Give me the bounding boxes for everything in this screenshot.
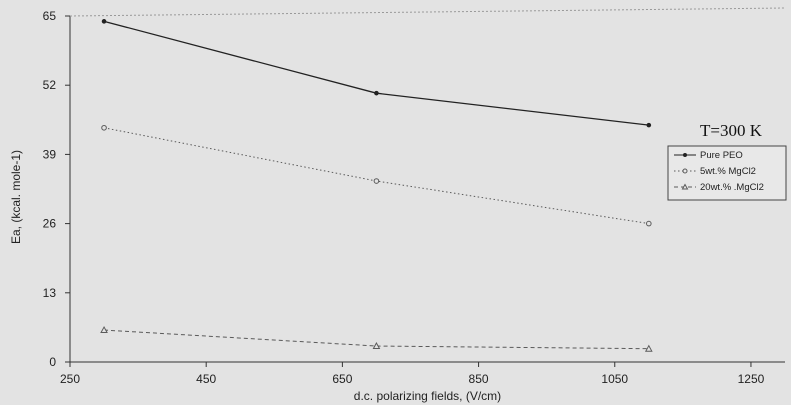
series-layer: [100, 19, 653, 352]
y-axis-title: Ea, (kcal. mole-1): [9, 150, 23, 244]
x-tick-label: 650: [332, 372, 352, 386]
temperature-annotation: T=300 K: [700, 121, 763, 140]
legend-label: Pure PEO: [700, 150, 743, 161]
y-tick-label: 65: [43, 9, 57, 23]
legend-marker: [682, 168, 688, 174]
data-point: [101, 124, 107, 131]
y-tick-label: 0: [49, 355, 56, 369]
data-point: [646, 122, 652, 128]
legend-marker: [683, 153, 687, 157]
series-line: [103, 20, 649, 126]
data-point: [100, 326, 108, 334]
data-point: [374, 90, 379, 96]
x-tick-label: 1050: [601, 372, 628, 386]
y-tick-label: 26: [43, 217, 57, 231]
data-point: [646, 220, 652, 227]
y-tick-label: 13: [43, 286, 57, 300]
data-point: [101, 19, 107, 24]
axes: [69, 7, 786, 363]
y-tick-label: 52: [43, 78, 57, 92]
x-tick-label: 850: [469, 372, 489, 386]
legend-label: 5wt.% MgCl2: [700, 166, 756, 177]
legend-label: 20wt.% .MgCl2: [700, 182, 764, 193]
y-tick-label: 39: [43, 147, 57, 161]
x-axis-title: d.c. polarizing fields, (V/cm): [354, 389, 501, 403]
plot-top-border: [69, 7, 786, 17]
legend: Pure PEO 5wt.% MgCl2 20wt.% .MgCl2: [667, 145, 787, 201]
data-point: [372, 341, 381, 350]
legend-box: [667, 145, 787, 201]
ticks: 250 450 650 850 1050 1250 0 13 26 39 52 65: [43, 9, 765, 386]
x-tick-label: 250: [60, 372, 80, 386]
data-point: [373, 178, 380, 184]
x-tick-label: 450: [196, 372, 216, 386]
data-point: [644, 344, 653, 352]
legend-marker: [681, 183, 689, 190]
series-line: [103, 127, 649, 225]
x-tick-label: 1250: [738, 372, 765, 386]
